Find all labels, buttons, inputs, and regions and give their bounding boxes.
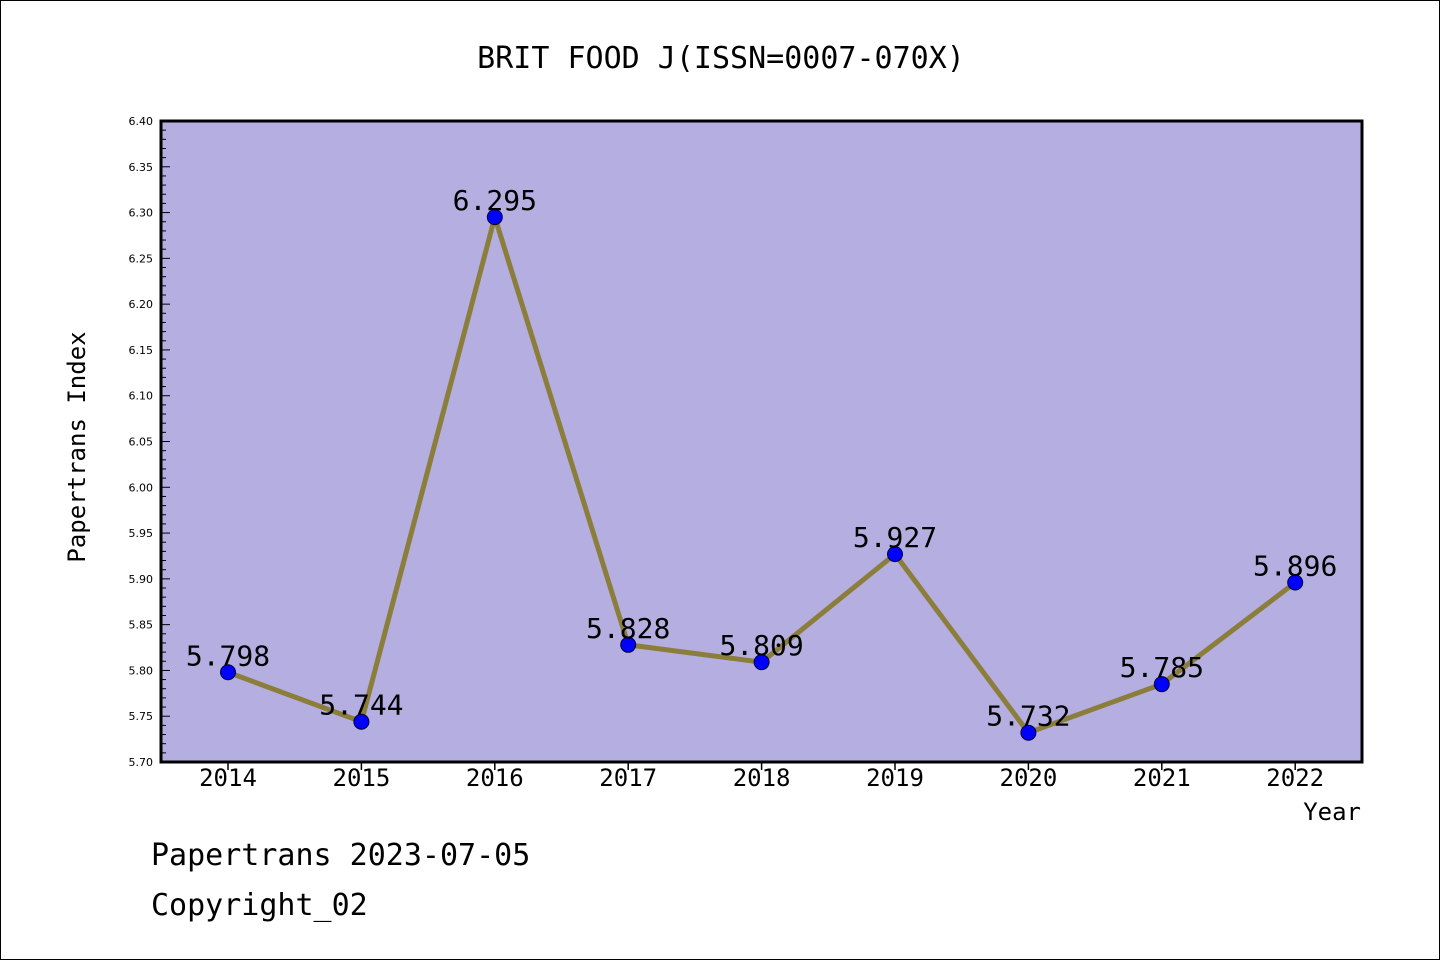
data-point — [1020, 724, 1037, 741]
chart-title: BRIT FOOD J(ISSN=0007-070X) — [477, 41, 965, 76]
data-point — [1287, 574, 1304, 591]
y-tick-label: 5.70 — [129, 756, 154, 769]
data-label: 5.798 — [186, 639, 270, 672]
x-tick-label: 2021 — [1133, 764, 1191, 792]
data-point — [753, 654, 770, 671]
x-tick-label: 2016 — [466, 764, 524, 792]
x-tick-label: 2019 — [866, 764, 924, 792]
data-point — [620, 636, 637, 653]
data-label: 5.896 — [1253, 550, 1337, 583]
data-label: 5.785 — [1120, 651, 1204, 684]
x-tick-label: 2014 — [199, 764, 257, 792]
y-tick-label: 6.20 — [129, 298, 154, 311]
y-tick-label: 5.95 — [129, 527, 154, 540]
y-tick-label: 6.35 — [129, 161, 154, 174]
y-tick-label: 5.90 — [129, 573, 154, 586]
y-tick-label: 5.80 — [129, 664, 154, 677]
y-tick-label: 5.85 — [129, 619, 154, 632]
data-label: 5.927 — [853, 521, 937, 554]
footer-copyright: Copyright_02 — [151, 888, 368, 923]
data-point — [353, 713, 370, 730]
y-tick-label: 6.15 — [129, 344, 154, 357]
data-label: 5.828 — [586, 612, 670, 645]
data-point — [220, 664, 236, 681]
data-point — [1153, 676, 1170, 693]
y-tick-label: 6.05 — [129, 436, 154, 449]
y-tick-label: 6.00 — [129, 481, 154, 494]
x-tick-label: 2020 — [1000, 764, 1058, 792]
footer-date: Papertrans 2023-07-05 — [151, 838, 530, 873]
data-label: 5.744 — [319, 689, 403, 722]
y-tick-label: 6.30 — [129, 207, 154, 220]
x-axis-label: Year — [1303, 798, 1361, 826]
x-axis: 2014 2015 2016 2017 2018 2019 2020 2021 2022 — [199, 762, 1324, 792]
data-label: 5.732 — [986, 700, 1070, 733]
data-point — [887, 546, 903, 563]
x-tick-label: 2017 — [599, 764, 657, 792]
series-markers — [220, 209, 1304, 741]
x-tick-label: 2018 — [733, 764, 791, 792]
y-axis-label: Papertrans Index — [63, 331, 91, 562]
x-tick-label: 2022 — [1266, 764, 1324, 792]
y-axis: 5.70 5.75 5.80 5.85 5.90 5.95 6.00 6.05 6.10 6.15… — [129, 115, 170, 769]
y-tick-label: 6.25 — [129, 252, 154, 265]
data-point — [486, 209, 503, 226]
x-tick-label: 2015 — [333, 764, 391, 792]
data-label: 5.809 — [719, 629, 803, 662]
y-tick-label: 6.40 — [129, 115, 154, 128]
data-label: 6.295 — [453, 184, 537, 217]
y-tick-label: 6.10 — [129, 390, 154, 403]
data-labels: 5.798 5.744 6.295 5.828 5.809 5.927 5.732 5.785… — [186, 184, 1337, 733]
y-tick-label: 5.75 — [129, 710, 154, 723]
